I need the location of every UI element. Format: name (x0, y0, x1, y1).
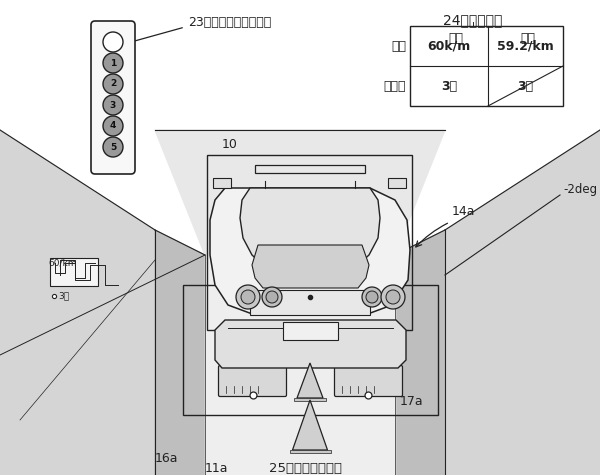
Bar (50, 258, 98, 286)
Text: 25センターライン: 25センターライン (269, 462, 341, 475)
Text: -2deg: -2deg (563, 183, 597, 197)
Polygon shape (210, 188, 410, 315)
Bar (255, 165, 365, 173)
Circle shape (266, 291, 278, 303)
Circle shape (262, 287, 282, 307)
Text: 60/km: 60/km (48, 258, 77, 267)
Text: 14a: 14a (452, 205, 476, 218)
Circle shape (103, 32, 123, 52)
Text: 11a: 11a (205, 462, 229, 475)
FancyBboxPatch shape (218, 365, 287, 397)
Text: 24数値表示部: 24数値表示部 (443, 13, 503, 27)
Polygon shape (155, 130, 445, 255)
Polygon shape (205, 255, 395, 475)
Circle shape (103, 74, 123, 94)
Circle shape (103, 137, 123, 157)
FancyBboxPatch shape (91, 21, 135, 174)
Text: 3速: 3速 (517, 79, 533, 93)
Text: 10: 10 (222, 138, 238, 151)
Bar (183, 285, 438, 415)
Text: 速度: 速度 (391, 39, 406, 53)
Circle shape (103, 53, 123, 73)
Bar (207, 155, 412, 330)
Circle shape (381, 285, 405, 309)
Text: 1: 1 (110, 58, 116, 67)
Text: 設定: 設定 (449, 31, 464, 45)
Bar (213, 178, 231, 188)
Polygon shape (155, 230, 205, 475)
Bar (388, 178, 406, 188)
Circle shape (366, 291, 378, 303)
Text: 3: 3 (110, 101, 116, 110)
FancyBboxPatch shape (335, 365, 403, 397)
Text: 60k/m: 60k/m (427, 39, 470, 53)
Polygon shape (240, 188, 380, 265)
Circle shape (103, 95, 123, 115)
Bar (250, 290, 370, 315)
Polygon shape (297, 363, 323, 398)
Polygon shape (215, 320, 406, 368)
Circle shape (103, 116, 123, 136)
Text: 17a: 17a (400, 395, 424, 408)
Text: 2: 2 (110, 79, 116, 88)
Polygon shape (395, 230, 445, 475)
Bar (283, 322, 338, 340)
Text: シフト: シフト (383, 79, 406, 93)
Text: 59.2/km: 59.2/km (497, 39, 554, 53)
Text: 3速: 3速 (441, 79, 457, 93)
Polygon shape (252, 245, 369, 288)
Text: 16a: 16a (155, 452, 179, 465)
Bar (410, 26, 563, 106)
Text: 3速: 3速 (58, 292, 69, 301)
Circle shape (236, 285, 260, 309)
Polygon shape (0, 130, 155, 475)
Polygon shape (293, 400, 328, 450)
Circle shape (362, 287, 382, 307)
Circle shape (241, 290, 255, 304)
Text: 23スタートタイミング: 23スタートタイミング (188, 17, 271, 29)
Bar (290, 450, 331, 453)
Bar (294, 398, 326, 401)
Text: 4: 4 (110, 122, 116, 131)
Polygon shape (445, 130, 600, 475)
Text: 現在: 現在 (521, 31, 536, 45)
Circle shape (386, 290, 400, 304)
Text: 5: 5 (110, 142, 116, 152)
